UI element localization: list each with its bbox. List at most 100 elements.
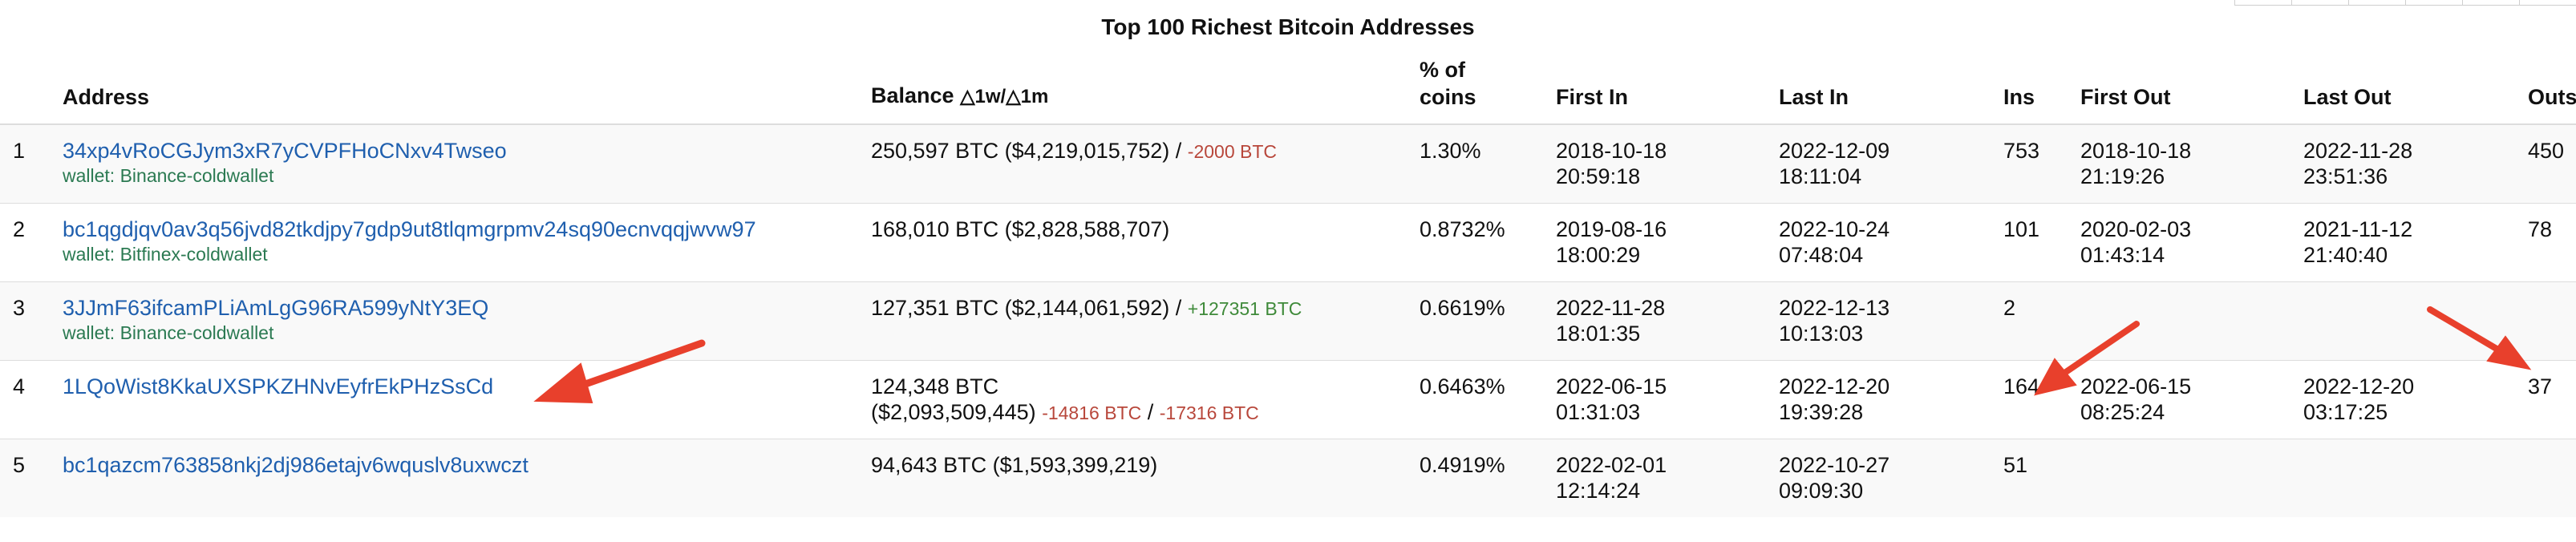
ins-cell: 164: [1991, 359, 2068, 439]
header-outs[interactable]: Outs: [2515, 56, 2576, 125]
wallet-label: wallet: Binance-coldwallet: [63, 165, 274, 186]
first-in-time: 18:01:35: [1556, 321, 1641, 346]
last-out-date: 2022-12-20: [2303, 374, 2415, 398]
last-out-time: 21:40:40: [2303, 242, 2388, 267]
rank-cell: 1: [0, 123, 50, 203]
header-pct-coins[interactable]: % of coins: [1407, 56, 1543, 125]
header-balance-deltas: △1w/△1m: [960, 86, 1049, 107]
first-out-cell: 2022-06-15 08:25:24: [2068, 359, 2290, 439]
first-in-cell: 2019-08-16 18:00:29: [1543, 202, 1766, 281]
first-in-time: 20:59:18: [1556, 164, 1641, 188]
last-in-date: 2022-10-24: [1779, 216, 1890, 241]
last-in-cell: 2022-12-09 18:11:04: [1766, 123, 1991, 203]
page-title: Top 100 Richest Bitcoin Addresses: [1101, 14, 1475, 39]
header-rank: [0, 56, 50, 125]
first-in-date: 2022-02-01: [1556, 452, 1667, 477]
address-cell: bc1qgdjqv0av3q56jvd82tkdjpy7gdp9ut8tlqmg…: [50, 202, 858, 281]
balance-cell: 250,597 BTC ($4,219,015,752) / -2000 BTC: [858, 123, 1407, 203]
rank-cell: 5: [0, 438, 50, 517]
ins-cell: 101: [1991, 202, 2068, 281]
first-out-cell: 2020-02-03 01:43:14: [2068, 202, 2290, 281]
table-row: 2 bc1qgdjqv0av3q56jvd82tkdjpy7gdp9ut8tlqm…: [0, 202, 2576, 281]
pct-coins-cell: 0.4919%: [1407, 438, 1543, 517]
last-out-cell: 2022-11-28 23:51:36: [2290, 123, 2515, 203]
table-header-row: Address Balance △1w/△1m % of coins First…: [0, 56, 2576, 125]
header-balance[interactable]: Balance △1w/△1m: [858, 56, 1407, 125]
first-in-time: 18:00:29: [1556, 242, 1641, 267]
ins-cell: 51: [1991, 438, 2068, 517]
balance-cell: 124,348 BTC ($2,093,509,445) -14816 BTC /…: [858, 359, 1407, 439]
first-in-cell: 2022-02-01 12:14:24: [1543, 438, 1766, 517]
last-in-cell: 2022-12-13 10:13:03: [1766, 281, 1991, 360]
balance-cell: 168,010 BTC ($2,828,588,707): [858, 202, 1407, 281]
address-link[interactable]: 34xp4vRoCGJym3xR7yCVPFHoCNxv4Twseo: [63, 139, 507, 163]
last-out-cell: [2290, 438, 2515, 517]
pct-coins-cell: 0.6619%: [1407, 281, 1543, 360]
last-in-date: 2022-12-20: [1779, 374, 1890, 398]
balance-delta-week: +127351 BTC: [1187, 297, 1302, 319]
outs-cell: [2515, 438, 2576, 517]
header-pct-line1: % of: [1420, 58, 1465, 82]
last-in-time: 19:39:28: [1779, 399, 1864, 424]
address-cell: 34xp4vRoCGJym3xR7yCVPFHoCNxv4Twseo wallet…: [50, 123, 858, 203]
first-in-date: 2022-06-15: [1556, 374, 1667, 398]
last-in-cell: 2022-10-24 07:48:04: [1766, 202, 1991, 281]
header-balance-label: Balance: [871, 83, 954, 107]
header-last-out[interactable]: Last Out: [2290, 56, 2515, 125]
balance-delta-week: -14816 BTC: [1042, 402, 1142, 423]
pct-coins-cell: 1.30%: [1407, 123, 1543, 203]
last-in-time: 10:13:03: [1779, 321, 1864, 346]
last-out-date: 2021-11-12: [2303, 216, 2413, 241]
first-out-cell: [2068, 281, 2290, 360]
balance-cell: 127,351 BTC ($2,144,061,592) / +127351 B…: [858, 281, 1407, 360]
last-in-time: 07:48:04: [1779, 242, 1864, 267]
first-out-time: 01:43:14: [2080, 242, 2165, 267]
first-in-cell: 2018-10-18 20:59:18: [1543, 123, 1766, 203]
address-link[interactable]: 1LQoWist8KkaUXSPKZHNvEyfrEkPHzSsCd: [63, 374, 494, 398]
rank-cell: 4: [0, 359, 50, 439]
first-out-date: 2022-06-15: [2080, 374, 2192, 398]
ins-cell: 2: [1991, 281, 2068, 360]
balance-delta-week: -2000 BTC: [1187, 141, 1278, 162]
first-out-date: 2018-10-18: [2080, 139, 2192, 163]
last-out-time: 03:17:25: [2303, 399, 2388, 424]
wallet-label: wallet: Bitfinex-coldwallet: [63, 243, 268, 265]
last-in-date: 2022-10-27: [1779, 452, 1890, 477]
rich-list-table: Address Balance △1w/△1m % of coins First…: [0, 56, 2576, 517]
first-in-date: 2019-08-16: [1556, 216, 1667, 241]
last-in-date: 2022-12-13: [1779, 295, 1890, 320]
address-cell: 3JJmF63ifcamPLiAmLgG96RA599yNtY3EQ wallet…: [50, 281, 858, 360]
first-out-time: 21:19:26: [2080, 164, 2165, 188]
outs-cell: 37: [2515, 359, 2576, 439]
header-ins[interactable]: Ins: [1991, 56, 2068, 125]
last-out-cell: 2022-12-20 03:17:25: [2290, 359, 2515, 439]
address-link[interactable]: bc1qazcm763858nkj2dj986etajv6wquslv8uxwc…: [63, 452, 529, 477]
balance-delta-month: -17316 BTC: [1159, 402, 1259, 423]
address-cell: bc1qazcm763858nkj2dj986etajv6wquslv8uxwc…: [50, 438, 858, 517]
first-out-cell: 2018-10-18 21:19:26: [2068, 123, 2290, 203]
first-out-time: 08:25:24: [2080, 399, 2165, 424]
table-row: 3 3JJmF63ifcamPLiAmLgG96RA599yNtY3EQ walle…: [0, 281, 2576, 360]
address-link[interactable]: bc1qgdjqv0av3q56jvd82tkdjpy7gdp9ut8tlqmg…: [63, 216, 756, 241]
outs-cell: [2515, 281, 2576, 360]
last-out-cell: [2290, 281, 2515, 360]
header-pct-line2: coins: [1420, 85, 1476, 109]
first-out-cell: [2068, 438, 2290, 517]
header-address[interactable]: Address: [50, 56, 858, 125]
balance-value: 250,597 BTC ($4,219,015,752) /: [871, 139, 1182, 163]
balance-value: 168,010 BTC ($2,828,588,707): [871, 216, 1170, 241]
first-out-date: 2020-02-03: [2080, 216, 2192, 241]
outs-cell: 450: [2515, 123, 2576, 203]
table-row: 5 bc1qazcm763858nkj2dj986etajv6wquslv8uxw…: [0, 438, 2576, 517]
table-row: 1 34xp4vRoCGJym3xR7yCVPFHoCNxv4Twseo walle…: [0, 123, 2576, 203]
ins-cell: 753: [1991, 123, 2068, 203]
pct-coins-cell: 0.8732%: [1407, 202, 1543, 281]
first-in-time: 12:14:24: [1556, 478, 1641, 503]
last-out-date: 2022-11-28: [2303, 139, 2413, 163]
balance-value: 94,643 BTC ($1,593,399,219): [871, 452, 1158, 477]
header-first-out[interactable]: First Out: [2068, 56, 2290, 125]
address-link[interactable]: 3JJmF63ifcamPLiAmLgG96RA599yNtY3EQ: [63, 295, 489, 320]
header-first-in[interactable]: First In: [1543, 56, 1766, 125]
header-last-in[interactable]: Last In: [1766, 56, 1991, 125]
balance-value: 124,348 BTC: [871, 374, 999, 398]
